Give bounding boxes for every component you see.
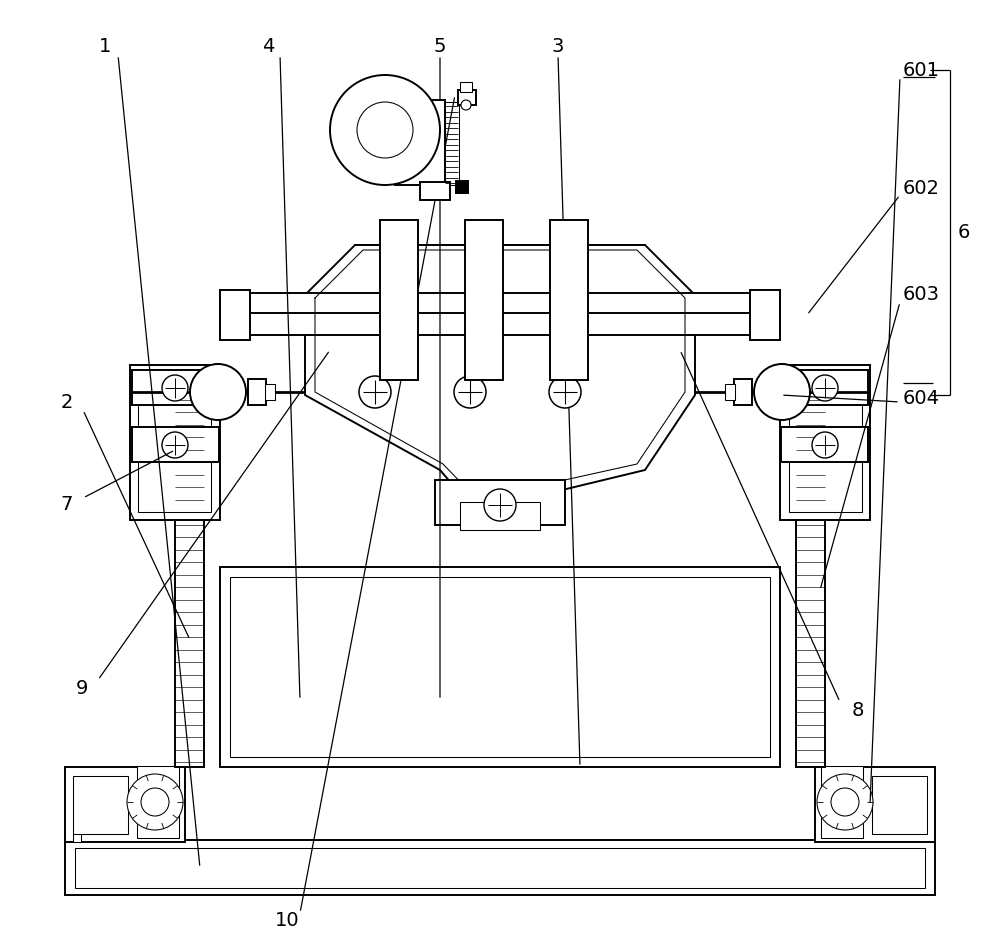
Bar	[175, 372, 204, 767]
Bar	[734, 379, 752, 405]
Bar	[132, 370, 219, 405]
Bar	[132, 427, 219, 462]
Text: 2: 2	[61, 392, 73, 411]
Bar	[65, 840, 935, 895]
Circle shape	[454, 376, 486, 408]
Bar	[220, 293, 780, 315]
Circle shape	[461, 100, 471, 110]
Bar	[220, 567, 780, 767]
Bar	[395, 100, 445, 185]
Polygon shape	[305, 245, 695, 505]
Bar	[465, 220, 503, 380]
Bar	[75, 848, 925, 888]
Circle shape	[357, 102, 413, 158]
Circle shape	[127, 774, 183, 830]
Bar	[138, 374, 211, 512]
Text: 8: 8	[852, 700, 864, 719]
Bar	[362, 250, 638, 290]
Circle shape	[549, 376, 581, 408]
Bar	[781, 427, 868, 462]
Bar	[456, 181, 468, 193]
Bar	[445, 102, 459, 185]
Bar	[872, 776, 927, 834]
Bar	[789, 374, 862, 512]
Text: 7: 7	[61, 496, 73, 515]
Circle shape	[812, 432, 838, 458]
Circle shape	[162, 432, 188, 458]
Bar	[796, 372, 825, 767]
Text: 5: 5	[434, 37, 446, 56]
Circle shape	[141, 788, 169, 816]
Circle shape	[817, 774, 873, 830]
Circle shape	[359, 376, 391, 408]
Text: 4: 4	[262, 37, 274, 56]
Bar	[780, 365, 870, 520]
Bar	[550, 220, 588, 380]
Bar	[73, 834, 81, 842]
Circle shape	[162, 375, 188, 401]
Bar	[781, 370, 868, 405]
Bar	[380, 220, 418, 380]
Bar	[230, 577, 770, 757]
Circle shape	[330, 75, 440, 185]
Bar	[435, 480, 565, 525]
Text: 601: 601	[903, 61, 940, 80]
Circle shape	[812, 375, 838, 401]
Bar	[420, 182, 450, 200]
Bar	[73, 776, 128, 834]
Circle shape	[831, 788, 859, 816]
Bar	[458, 90, 476, 105]
Bar	[815, 767, 935, 842]
Bar	[460, 82, 472, 92]
Bar	[725, 384, 735, 400]
Bar	[248, 379, 266, 405]
Bar	[637, 270, 667, 282]
Bar	[220, 313, 780, 335]
Bar	[355, 245, 645, 295]
Bar	[137, 766, 179, 838]
Circle shape	[754, 364, 810, 420]
Text: 3: 3	[552, 37, 564, 56]
Bar	[265, 384, 275, 400]
Bar	[220, 290, 250, 340]
Bar	[460, 502, 540, 530]
Bar	[130, 365, 220, 520]
Text: 9: 9	[76, 678, 88, 697]
Text: 604: 604	[903, 389, 940, 408]
Bar	[821, 766, 863, 838]
Bar	[65, 767, 185, 842]
Circle shape	[484, 489, 516, 521]
Text: 602: 602	[903, 179, 940, 198]
Text: 603: 603	[903, 286, 940, 305]
Bar	[750, 290, 780, 340]
Text: 10: 10	[275, 910, 299, 929]
Circle shape	[190, 364, 246, 420]
Text: 6: 6	[958, 222, 970, 241]
Text: 1: 1	[99, 37, 111, 56]
